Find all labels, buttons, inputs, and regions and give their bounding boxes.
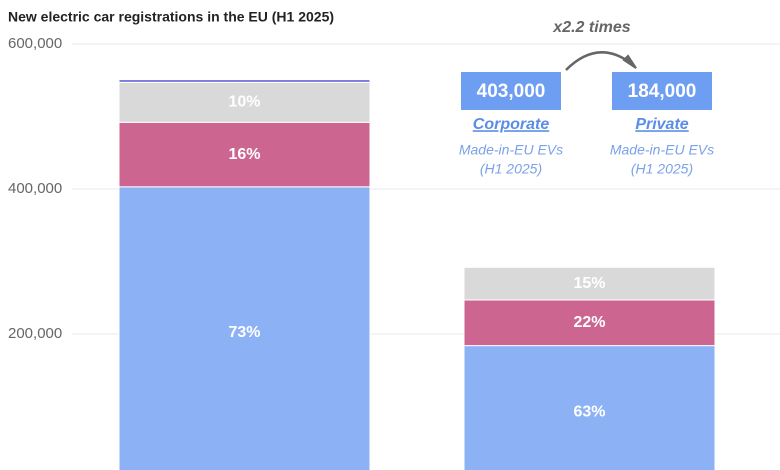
chart-title: New electric car registrations in the EU… (8, 9, 334, 25)
bar-segment (463, 299, 716, 347)
bar-segment (118, 81, 371, 123)
y-tick-label: 600,000 (8, 35, 62, 52)
callout-note: Made-in-EU EVs (610, 142, 714, 158)
segment-label: 22% (573, 314, 605, 331)
segment-label: 16% (228, 146, 260, 163)
callout-category: Corporate (473, 116, 550, 133)
bar-segment (118, 79, 371, 83)
y-tick-label: 200,000 (8, 325, 62, 342)
bar-segment (463, 345, 716, 470)
ratio-label: x2.2 times (552, 19, 630, 36)
callout-note: (H1 2025) (631, 161, 693, 177)
ratio-arrow (565, 51, 633, 71)
y-tick-label: 400,000 (8, 180, 62, 197)
bar-segment (463, 266, 716, 301)
segment-label: 15% (573, 275, 605, 292)
segment-label: 63% (573, 404, 605, 421)
segment-label: 10% (228, 94, 260, 111)
callout-note: (H1 2025) (480, 161, 542, 177)
callout-value: 403,000 (477, 81, 546, 102)
bar-segment (118, 186, 371, 470)
bar-segment (118, 121, 371, 188)
callout-value: 184,000 (628, 81, 697, 102)
callout-note: Made-in-EU EVs (459, 142, 563, 158)
callout-category: Private (635, 116, 688, 133)
callout-box (612, 72, 712, 110)
callout-box (461, 72, 561, 110)
segment-label: 73% (228, 324, 260, 341)
arrow-head (622, 54, 637, 69)
